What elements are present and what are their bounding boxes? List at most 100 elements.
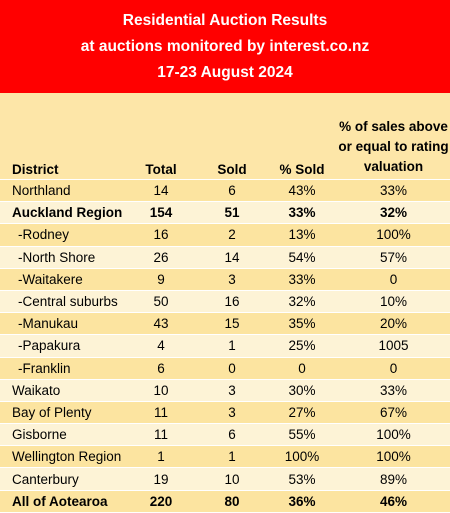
- sold-cell: 6: [197, 179, 267, 203]
- district-cell: -Manukau: [0, 312, 125, 336]
- total-cell: 154: [125, 201, 197, 225]
- pct-above-valuation-cell: 33%: [337, 179, 450, 203]
- column-header-pct-sold: % Sold: [267, 93, 337, 180]
- pct-sold-cell: 36%: [267, 490, 337, 513]
- sold-cell: 51: [197, 201, 267, 225]
- pct-sold-cell: 100%: [267, 445, 337, 469]
- district-cell: -Waitakere: [0, 268, 125, 291]
- pct-above-valuation-cell: 33%: [337, 379, 450, 402]
- pct-above-valuation-cell: 10%: [337, 290, 450, 314]
- sold-cell: 16: [197, 290, 267, 314]
- pct-above-valuation-cell: 1005: [337, 334, 450, 358]
- sold-cell: 3: [197, 379, 267, 402]
- table-row: -Papakura 4 1 25% 1005: [0, 334, 450, 358]
- pct-above-valuation-cell: 46%: [337, 490, 450, 513]
- pct-sold-cell: 32%: [267, 290, 337, 314]
- report-subtitle: at auctions monitored by interest.co.nz: [80, 38, 370, 55]
- total-cell: 11: [125, 401, 197, 425]
- pct-sold-cell: 53%: [267, 467, 337, 491]
- total-cell: 10: [125, 379, 197, 402]
- table-header-row: District Total Sold % Sold % of sales ab…: [0, 93, 450, 180]
- pct-sold-cell: 13%: [267, 223, 337, 247]
- pct-above-valuation-cell: 0: [337, 268, 450, 291]
- total-cell: 11: [125, 423, 197, 447]
- results-table: District Total Sold % Sold % of sales ab…: [0, 93, 450, 513]
- district-cell: Northland: [0, 179, 125, 203]
- total-cell: 9: [125, 268, 197, 291]
- table-row: -Central suburbs 50 16 32% 10%: [0, 290, 450, 314]
- pct-above-valuation-cell: 100%: [337, 423, 450, 447]
- pct-above-valuation-cell: 100%: [337, 223, 450, 247]
- district-cell: Gisborne: [0, 423, 125, 447]
- table-row: All of Aotearoa 220 80 36% 46%: [0, 490, 450, 513]
- sold-cell: 6: [197, 423, 267, 447]
- pct-sold-cell: 0: [267, 357, 337, 380]
- total-cell: 43: [125, 312, 197, 336]
- pct-above-valuation-cell: 67%: [337, 401, 450, 425]
- sold-cell: 14: [197, 246, 267, 269]
- district-cell: Bay of Plenty: [0, 401, 125, 425]
- table-row: Canterbury 19 10 53% 89%: [0, 467, 450, 491]
- table-row: -North Shore 26 14 54% 57%: [0, 246, 450, 269]
- total-cell: 4: [125, 334, 197, 358]
- district-cell: -Franklin: [0, 357, 125, 380]
- sold-cell: 3: [197, 268, 267, 291]
- district-cell: Wellington Region: [0, 445, 125, 469]
- column-header-district: District: [0, 93, 125, 180]
- total-cell: 14: [125, 179, 197, 203]
- table-body: Northland 14 6 43% 33% Auckland Region 154 51 33…: [0, 179, 450, 513]
- total-cell: 16: [125, 223, 197, 247]
- sold-cell: 1: [197, 334, 267, 358]
- table-row: -Franklin 6 0 0 0: [0, 357, 450, 380]
- district-cell: Canterbury: [0, 467, 125, 491]
- total-cell: 1: [125, 445, 197, 469]
- district-cell: All of Aotearoa: [0, 490, 125, 513]
- sold-cell: 1: [197, 445, 267, 469]
- pct-sold-cell: 54%: [267, 246, 337, 269]
- column-header-pct-above-valuation: % of sales above or equal to rating valu…: [337, 93, 450, 180]
- pct-sold-cell: 55%: [267, 423, 337, 447]
- sold-cell: 2: [197, 223, 267, 247]
- pct-sold-cell: 27%: [267, 401, 337, 425]
- pct-sold-cell: 30%: [267, 379, 337, 402]
- total-cell: 19: [125, 467, 197, 491]
- pct-above-valuation-cell: 32%: [337, 201, 450, 225]
- table-row: Bay of Plenty 11 3 27% 67%: [0, 401, 450, 425]
- report-date-range: 17-23 August 2024: [157, 64, 293, 81]
- pct-sold-cell: 43%: [267, 179, 337, 203]
- table-row: -Rodney 16 2 13% 100%: [0, 223, 450, 247]
- report-header: Residential Auction Results at auctions …: [0, 0, 450, 93]
- column-header-sold: Sold: [197, 93, 267, 180]
- pct-above-valuation-cell: 57%: [337, 246, 450, 269]
- sold-cell: 80: [197, 490, 267, 513]
- district-cell: -North Shore: [0, 246, 125, 269]
- sold-cell: 0: [197, 357, 267, 380]
- total-cell: 220: [125, 490, 197, 513]
- total-cell: 50: [125, 290, 197, 314]
- district-cell: -Central suburbs: [0, 290, 125, 314]
- table-row: Gisborne 11 6 55% 100%: [0, 423, 450, 447]
- total-cell: 26: [125, 246, 197, 269]
- total-cell: 6: [125, 357, 197, 380]
- column-header-total: Total: [125, 93, 197, 180]
- table-row: -Waitakere 9 3 33% 0: [0, 268, 450, 291]
- pct-above-valuation-cell: 89%: [337, 467, 450, 491]
- table-row: Northland 14 6 43% 33%: [0, 179, 450, 203]
- report-title: Residential Auction Results: [122, 12, 328, 29]
- sold-cell: 3: [197, 401, 267, 425]
- pct-sold-cell: 35%: [267, 312, 337, 336]
- table-row: Auckland Region 154 51 33% 32%: [0, 201, 450, 225]
- district-cell: Waikato: [0, 379, 125, 402]
- pct-sold-cell: 33%: [267, 201, 337, 225]
- pct-sold-cell: 25%: [267, 334, 337, 358]
- district-cell: -Rodney: [0, 223, 125, 247]
- table-row: Wellington Region 1 1 100% 100%: [0, 445, 450, 469]
- pct-sold-cell: 33%: [267, 268, 337, 291]
- district-cell: Auckland Region: [0, 201, 125, 225]
- pct-above-valuation-cell: 100%: [337, 445, 450, 469]
- sold-cell: 10: [197, 467, 267, 491]
- sold-cell: 15: [197, 312, 267, 336]
- table-row: Waikato 10 3 30% 33%: [0, 379, 450, 402]
- table-row: -Manukau 43 15 35% 20%: [0, 312, 450, 336]
